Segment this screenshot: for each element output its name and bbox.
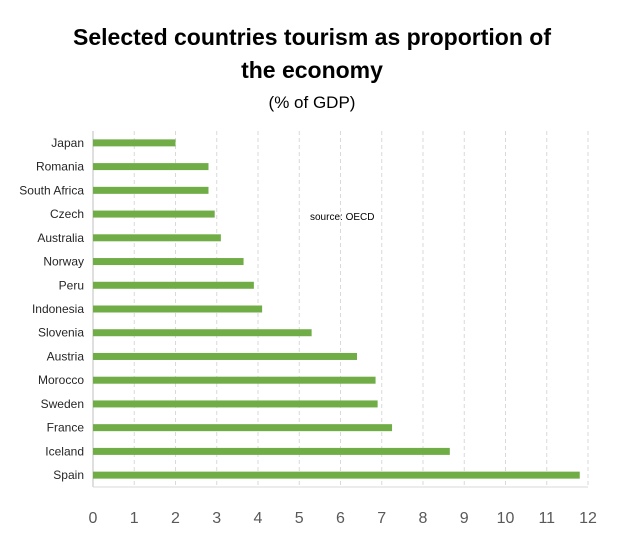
x-tick-label-3: 3 — [212, 510, 221, 527]
chart-title-line-1: Selected countries tourism as proportion… — [73, 24, 551, 50]
source-annotation: source: OECD — [310, 212, 374, 223]
category-label-spain: Spain — [53, 468, 84, 482]
bar-sweden — [93, 400, 378, 408]
x-tick-label-10: 10 — [497, 510, 515, 527]
bar-iceland — [93, 447, 450, 455]
category-label-south-africa: South Africa — [19, 183, 84, 197]
category-label-japan: Japan — [51, 136, 84, 150]
x-tick-label-1: 1 — [130, 510, 139, 527]
bar-romania — [93, 163, 209, 171]
category-label-norway: Norway — [43, 255, 84, 269]
x-tick-label-6: 6 — [336, 510, 345, 527]
x-tick-label-7: 7 — [377, 510, 386, 527]
bar-australia — [93, 234, 221, 242]
x-tick-label-2: 2 — [171, 510, 180, 527]
bar-spain — [93, 471, 580, 479]
category-label-australia: Australia — [37, 231, 84, 245]
x-axis-tick-labels: 0 1 2 3 4 5 6 7 8 9 10 11 12 — [89, 510, 597, 527]
x-tick-label-8: 8 — [419, 510, 428, 527]
category-label-czech: Czech — [50, 207, 84, 221]
bar-austria — [93, 352, 357, 360]
category-label-iceland: Iceland — [45, 444, 84, 458]
category-label-peru: Peru — [59, 278, 84, 292]
category-label-morocco: Morocco — [38, 373, 84, 387]
bar-slovenia — [93, 329, 312, 337]
category-label-france: France — [47, 421, 85, 435]
chart-title-line-2: the economy — [241, 57, 383, 83]
x-tick-label-12: 12 — [579, 510, 597, 527]
bar-france — [93, 424, 393, 432]
chart-title: Selected countries tourism as proportion… — [73, 24, 551, 83]
x-tick-label-0: 0 — [89, 510, 98, 527]
category-label-sweden: Sweden — [41, 397, 84, 411]
category-label-austria: Austria — [47, 349, 85, 363]
category-labels: Japan Romania South Africa Czech Australia No… — [19, 136, 84, 482]
x-tick-label-9: 9 — [460, 510, 469, 527]
bars — [93, 139, 580, 479]
chart-subtitle: (% of GDP) — [269, 93, 356, 112]
x-tick-label-11: 11 — [538, 510, 555, 527]
category-label-romania: Romania — [36, 160, 84, 174]
category-label-slovenia: Slovenia — [38, 326, 84, 340]
bar-south-africa — [93, 186, 209, 194]
category-label-indonesia: Indonesia — [32, 302, 84, 316]
bar-morocco — [93, 376, 376, 384]
bar-japan — [93, 139, 176, 147]
bar-indonesia — [93, 305, 263, 313]
bar-norway — [93, 258, 244, 266]
x-tick-label-4: 4 — [254, 510, 263, 527]
bar-czech — [93, 210, 215, 218]
x-tick-label-5: 5 — [295, 510, 304, 527]
bar-peru — [93, 281, 254, 289]
